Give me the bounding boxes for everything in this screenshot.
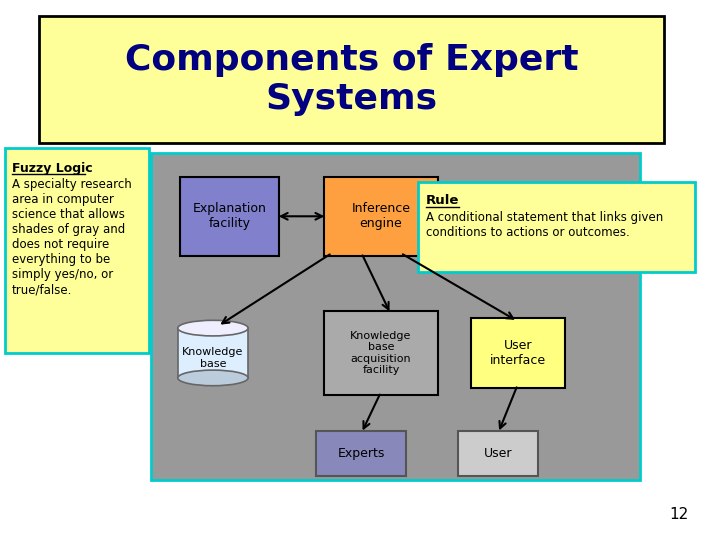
Ellipse shape <box>178 370 248 386</box>
Ellipse shape <box>178 320 248 336</box>
FancyBboxPatch shape <box>324 311 438 395</box>
Text: Knowledge
base
acquisition
facility: Knowledge base acquisition facility <box>350 330 412 375</box>
Text: Knowledge
base: Knowledge base <box>182 347 243 369</box>
FancyBboxPatch shape <box>324 177 438 256</box>
FancyBboxPatch shape <box>471 319 564 388</box>
FancyBboxPatch shape <box>317 431 406 476</box>
FancyBboxPatch shape <box>458 431 538 476</box>
FancyBboxPatch shape <box>5 148 150 353</box>
Text: Explanation
facility: Explanation facility <box>192 202 266 230</box>
Text: Inference
engine: Inference engine <box>351 202 410 230</box>
FancyBboxPatch shape <box>151 153 640 480</box>
Text: A specialty research
area in computer
science that allows
shades of gray and
doe: A specialty research area in computer sc… <box>12 178 132 296</box>
Text: Fuzzy Logic: Fuzzy Logic <box>12 161 92 174</box>
FancyBboxPatch shape <box>180 177 279 256</box>
Text: Experts: Experts <box>338 447 385 460</box>
Text: 12: 12 <box>670 507 688 522</box>
Text: User: User <box>484 447 513 460</box>
Bar <box>178 328 248 378</box>
Text: A conditional statement that links given
conditions to actions or outcomes.: A conditional statement that links given… <box>426 211 663 239</box>
Text: Components of Expert
Systems: Components of Expert Systems <box>125 43 578 116</box>
FancyBboxPatch shape <box>39 16 664 143</box>
Text: User
interface: User interface <box>490 339 546 367</box>
Text: Rule: Rule <box>426 194 459 207</box>
FancyBboxPatch shape <box>418 182 696 272</box>
